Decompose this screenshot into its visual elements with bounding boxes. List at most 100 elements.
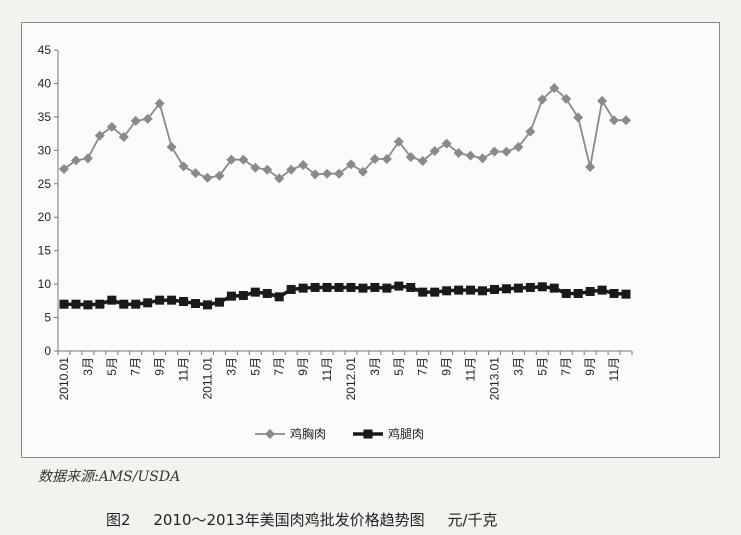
data-point-series-1: [429, 146, 440, 157]
data-point-series-2: [370, 282, 380, 292]
data-point-series-2: [202, 300, 212, 310]
data-point-series-2: [346, 282, 356, 292]
data-point-series-2: [274, 292, 284, 302]
data-point-series-1: [417, 156, 428, 167]
y-tick-label: 10: [38, 277, 52, 291]
data-point-series-2: [95, 299, 105, 309]
data-point-series-1: [322, 168, 333, 179]
x-tick-label: 5月: [105, 357, 119, 376]
data-point-series-1: [441, 138, 452, 149]
data-point-series-2: [226, 291, 236, 301]
data-point-series-1: [357, 166, 368, 177]
data-point-series-1: [298, 160, 309, 171]
data-point-series-2: [310, 282, 320, 292]
data-point-series-2: [430, 287, 440, 297]
data-point-series-1: [166, 141, 177, 152]
chart-frame: 0 5 10 15 20 25 30 35 40 45 2010.01 3月 5月 7月 9月 11月 2011…: [21, 22, 720, 458]
data-source-note: 数据来源:AMS/USDA: [38, 469, 181, 485]
data-point-series-2: [334, 282, 344, 292]
data-point-series-2: [179, 297, 189, 307]
data-point-series-1: [226, 154, 237, 165]
data-point-series-2: [525, 282, 535, 292]
x-tick-label: 5月: [248, 357, 262, 376]
data-point-series-1: [501, 146, 512, 157]
data-point-series-1: [597, 95, 608, 106]
data-point-series-2: [358, 283, 368, 293]
data-point-series-1: [609, 115, 620, 126]
x-tick-label: 7月: [272, 357, 286, 376]
data-point-series-2: [155, 295, 165, 305]
data-point-series-1: [585, 162, 596, 173]
x-tick-label: 5月: [535, 357, 549, 376]
data-point-series-2: [322, 282, 332, 292]
data-point-series-1: [118, 131, 129, 142]
data-point-series-1: [286, 164, 297, 175]
data-point-series-1: [465, 150, 476, 161]
x-tick-label: 3月: [224, 357, 238, 376]
x-tick-label: 2011.01: [200, 357, 214, 400]
line-chart: 0 5 10 15 20 25 30 35 40 45 2010.01 3月 5月 7月 9月 11月 2011…: [38, 43, 633, 441]
figure-title: 2010～2013年美国肉鸡批发价格趋势图: [153, 511, 425, 529]
data-point-series-1: [250, 162, 261, 173]
data-point-series-2: [191, 299, 201, 309]
data-point-series-2: [119, 299, 129, 309]
data-point-series-1: [106, 121, 117, 132]
data-point-series-1: [154, 98, 165, 109]
data-point-series-2: [143, 298, 153, 308]
data-point-series-1: [190, 168, 201, 179]
data-point-series-2: [418, 287, 428, 297]
data-point-series-1: [381, 154, 392, 165]
x-tick-label: 11月: [607, 357, 621, 381]
data-point-series-1: [334, 168, 345, 179]
data-point-series-1: [70, 155, 81, 166]
data-point-series-2: [214, 297, 224, 307]
data-point-series-1: [178, 161, 189, 172]
x-tick-label: 3月: [81, 357, 95, 376]
x-tick-label: 9月: [583, 357, 597, 376]
data-point-series-2: [298, 283, 308, 293]
data-point-series-1: [274, 173, 285, 184]
data-point-series-1: [345, 159, 356, 170]
x-tick-label: 5月: [392, 357, 406, 376]
x-tick-label: 2010.01: [57, 357, 71, 401]
data-point-series-2: [83, 300, 93, 310]
data-point-series-2: [597, 285, 607, 295]
data-point-series-1: [310, 169, 321, 180]
data-point-series-1: [238, 154, 249, 165]
y-tick-label: 15: [38, 244, 52, 258]
data-point-series-2: [394, 281, 404, 291]
data-point-series-2: [167, 295, 177, 305]
data-point-series-2: [489, 284, 499, 294]
data-point-series-1: [94, 130, 105, 141]
data-point-series-2: [131, 299, 141, 309]
data-point-series-2: [585, 286, 595, 296]
y-tick-label: 40: [38, 76, 52, 90]
data-point-series-2: [238, 290, 248, 300]
y-tick-label: 5: [44, 311, 51, 325]
y-tick-label: 0: [44, 344, 51, 358]
data-point-series-1: [405, 152, 416, 163]
data-point-series-2: [513, 283, 523, 293]
data-point-series-2: [262, 288, 272, 298]
x-tick-label: 11月: [177, 357, 191, 381]
data-point-series-1: [621, 115, 632, 126]
x-tick-label: 9月: [440, 357, 454, 376]
data-point-series-1: [525, 126, 536, 137]
legend-label-1: 鸡胸肉: [290, 426, 326, 441]
legend-label-2: 鸡腿肉: [388, 426, 424, 441]
data-point-series-1: [58, 164, 69, 175]
y-tick-label: 30: [38, 143, 52, 157]
data-point-series-2: [609, 288, 619, 298]
x-tick-label: 3月: [511, 357, 525, 376]
data-point-series-2: [59, 299, 69, 309]
x-tick-label: 11月: [464, 357, 478, 381]
data-point-series-2: [442, 286, 452, 296]
data-point-series-2: [549, 283, 559, 293]
y-tick-label: 35: [38, 110, 52, 124]
x-tick-label: 2012.01: [344, 357, 358, 401]
data-point-series-1: [142, 113, 153, 124]
data-point-series-2: [621, 289, 631, 299]
x-tick-label: 9月: [296, 357, 310, 376]
data-point-series-2: [561, 288, 571, 298]
data-point-series-1: [537, 94, 548, 105]
